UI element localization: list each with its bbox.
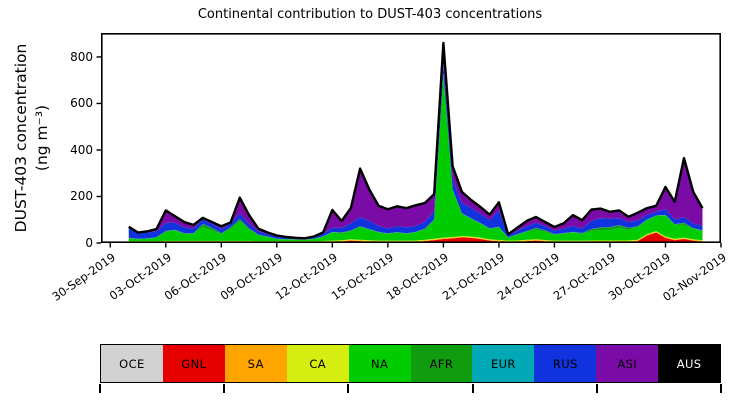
y-tick-label: 0 bbox=[85, 236, 93, 250]
x-tick-label: 21-Oct-2019 bbox=[439, 250, 507, 303]
y-tick-label: 400 bbox=[70, 142, 93, 157]
plot-area bbox=[96, 33, 722, 248]
legend-item-NA: NA bbox=[348, 345, 411, 382]
legend-label: AFR bbox=[429, 356, 454, 371]
total-line bbox=[128, 41, 704, 240]
legend-label: SA bbox=[247, 356, 264, 371]
legend-item-RUS: RUS bbox=[534, 345, 597, 382]
legend-item-AFR: AFR bbox=[410, 345, 473, 382]
x-tick-label: 15-Oct-2019 bbox=[328, 250, 396, 303]
legend-tick-mark bbox=[347, 384, 350, 393]
chart-title: Continental contribution to DUST-403 con… bbox=[197, 7, 543, 22]
x-tick-label: 30-Oct-2019 bbox=[606, 250, 674, 303]
plot-border bbox=[101, 33, 722, 243]
legend-tick-mark bbox=[99, 384, 101, 393]
y-axis-label-line2: (ng m⁻³) bbox=[32, 104, 51, 172]
legend-item-CA: CA bbox=[286, 345, 349, 382]
x-tick-label: 24-Oct-2019 bbox=[495, 250, 563, 303]
legend-label: OCE bbox=[119, 356, 145, 371]
x-tick-label: 09-Oct-2019 bbox=[217, 250, 285, 303]
x-tick-label: 03-Oct-2019 bbox=[106, 250, 174, 303]
y-axis-label: DUST-403 concentration (ng m⁻³) bbox=[11, 0, 55, 288]
legend: OCE GNL SA CA NA AFR EUR RUS ASI AUS bbox=[100, 344, 721, 383]
legend-item-ASI: ASI bbox=[596, 345, 659, 382]
y-tick-label: 800 bbox=[70, 49, 93, 64]
y-axis-label-line1: DUST-403 concentration bbox=[12, 43, 30, 233]
legend-label: ASI bbox=[617, 356, 638, 371]
legend-label: AUS bbox=[676, 356, 702, 371]
x-tick-label: 27-Oct-2019 bbox=[550, 250, 618, 303]
legend-label: CA bbox=[309, 356, 327, 371]
legend-tick-mark bbox=[595, 384, 598, 393]
legend-item-OCE: OCE bbox=[101, 345, 163, 382]
area-series-NA bbox=[128, 74, 703, 242]
legend-label: EUR bbox=[490, 356, 516, 371]
x-tick-label: 12-Oct-2019 bbox=[273, 250, 341, 303]
area-series-ASI bbox=[128, 43, 703, 239]
legend-tick-mark bbox=[720, 384, 722, 393]
legend-label: GNL bbox=[181, 356, 207, 371]
x-tick-label: 06-Oct-2019 bbox=[161, 250, 230, 303]
legend-item-AUS: AUS bbox=[658, 345, 721, 382]
x-tick-label: 18-Oct-2019 bbox=[384, 250, 452, 303]
y-tick-label: 600 bbox=[70, 96, 93, 111]
legend-item-GNL: GNL bbox=[162, 345, 225, 382]
legend-tick-mark bbox=[223, 384, 226, 393]
legend-label: RUS bbox=[552, 356, 578, 371]
x-tick-label: 02-Nov-2019 bbox=[660, 250, 730, 305]
legend-item-SA: SA bbox=[224, 345, 287, 382]
legend-item-EUR: EUR bbox=[472, 345, 535, 382]
y-tick-label: 200 bbox=[70, 189, 93, 204]
legend-label: NA bbox=[370, 356, 389, 371]
legend-tick-mark bbox=[471, 384, 474, 393]
